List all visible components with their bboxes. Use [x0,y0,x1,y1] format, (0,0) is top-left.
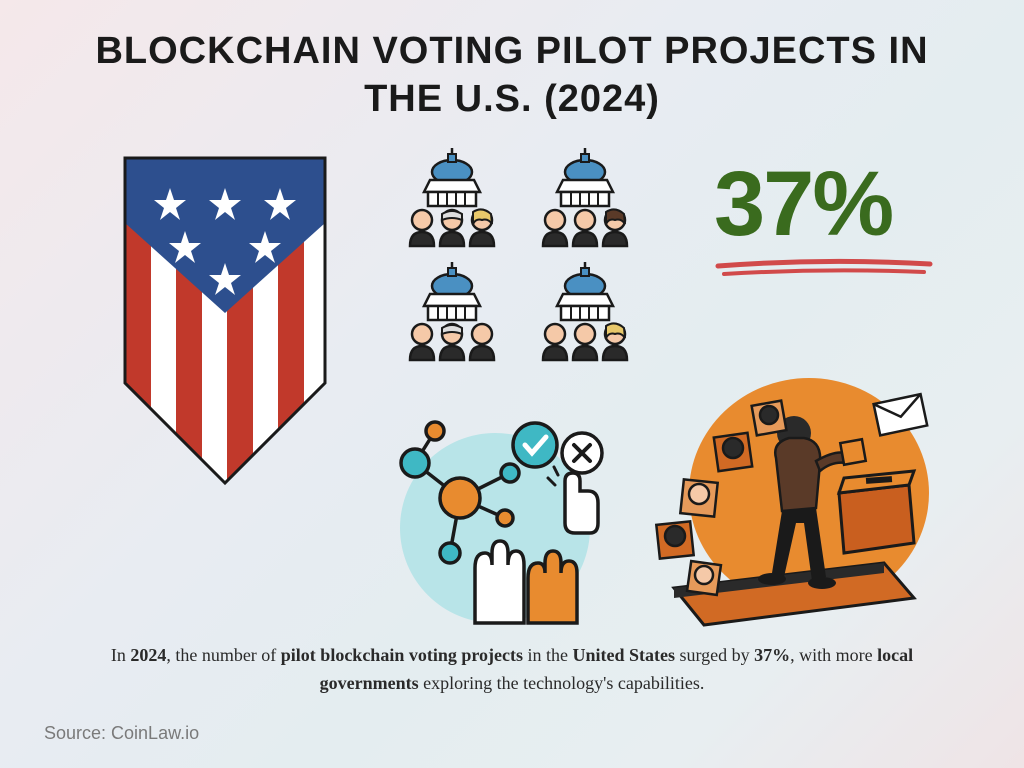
gov-building-icon [400,262,505,362]
caption-text: In 2024, the number of pilot blockchain … [0,642,1024,698]
gov-building-icon [533,262,638,362]
blockchain-network-icon [380,403,610,638]
gov-building-icon [400,148,505,248]
us-flag-shield-icon [120,153,330,498]
stat-value: 37% [714,158,934,250]
stat-block: 37% [714,158,934,283]
source-attribution: Source: CoinLaw.io [44,723,199,744]
stat-underline-icon [714,256,934,278]
content-area: 37% [0,133,1024,653]
mobile-voting-illustration-icon [644,363,934,638]
page-title: Blockchain Voting Pilot Projects in the … [0,0,1024,133]
government-buildings-grid [400,148,638,362]
gov-building-icon [533,148,638,248]
